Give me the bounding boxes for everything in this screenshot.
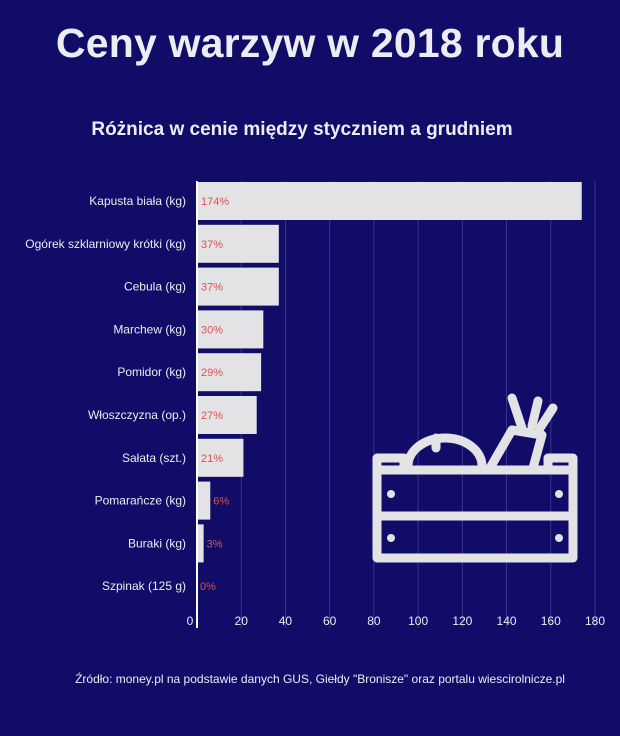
- value-label: 37%: [201, 239, 223, 251]
- bar: [197, 310, 264, 349]
- x-tick-label: 160: [541, 614, 561, 628]
- category-label: Sałata (szt.): [122, 451, 186, 465]
- x-tick-label: 40: [279, 614, 293, 628]
- x-tick-label: 60: [323, 614, 337, 628]
- x-tick-labels: 0 20 40 60 80 100 120 140 160 180: [187, 614, 606, 628]
- x-tick-label: 120: [452, 614, 472, 628]
- category-label: Szpinak (125 g): [102, 579, 186, 593]
- value-label: 174%: [201, 196, 229, 208]
- x-tick-label: 0: [187, 614, 194, 628]
- value-labels: 174% 37% 37% 30% 29% 27% 21% 6% 3% 0%: [200, 196, 229, 593]
- value-label: 6%: [213, 496, 229, 508]
- chart-title: Ceny warzyw w 2018 roku: [55, 20, 565, 66]
- bar: [197, 182, 582, 220]
- value-label: 27%: [201, 410, 223, 422]
- x-tick-label: 140: [497, 614, 517, 628]
- bar: [197, 396, 257, 434]
- category-label: Cebula (kg): [124, 280, 186, 294]
- x-tick-label: 180: [585, 614, 605, 628]
- category-label: Ogórek szklarniowy krótki (kg): [25, 237, 186, 251]
- source-note: Źródło: money.pl na podstawie danych GUS…: [75, 672, 565, 686]
- x-tick-label: 100: [408, 614, 428, 628]
- category-label: Włoszczyzna (op.): [88, 408, 186, 422]
- value-label: 21%: [201, 453, 223, 465]
- x-tick-label: 80: [367, 614, 381, 628]
- bar: [197, 481, 211, 520]
- chart-subtitle: Różnica w cenie między styczniem a grudn…: [91, 119, 513, 140]
- category-labels: Kapusta biała (kg) Ogórek szklarniowy kró…: [25, 194, 186, 593]
- x-tick-label: 20: [235, 614, 249, 628]
- value-label: 29%: [201, 367, 223, 379]
- category-label: Kapusta biała (kg): [89, 194, 186, 208]
- bar: [197, 524, 204, 563]
- bar: [197, 267, 279, 306]
- value-label: 37%: [201, 282, 223, 294]
- value-label: 30%: [201, 324, 223, 336]
- category-label: Pomarańcze (kg): [95, 494, 186, 508]
- value-label: 3%: [207, 538, 223, 550]
- category-label: Buraki (kg): [128, 536, 186, 550]
- value-label: 0%: [200, 581, 216, 593]
- crate-bolts: [387, 490, 563, 542]
- bar: [197, 438, 244, 477]
- vegetable-crate-icon: [372, 393, 578, 563]
- bars: [197, 182, 582, 563]
- bar: [197, 353, 262, 392]
- category-label: Pomidor (kg): [117, 365, 186, 379]
- bar: [197, 224, 279, 263]
- category-label: Marchew (kg): [113, 322, 186, 336]
